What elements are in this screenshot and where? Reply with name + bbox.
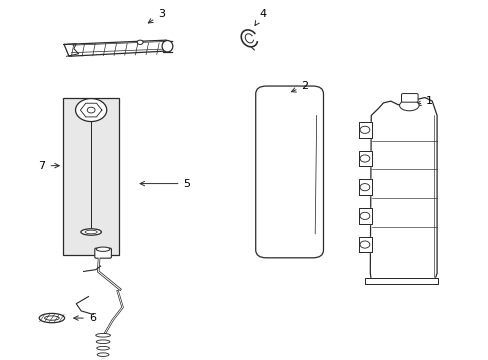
Circle shape	[359, 184, 369, 191]
Polygon shape	[358, 208, 371, 224]
Circle shape	[87, 107, 95, 113]
FancyBboxPatch shape	[401, 94, 417, 102]
Text: 2: 2	[291, 81, 308, 92]
Circle shape	[359, 241, 369, 248]
Text: 5: 5	[140, 179, 190, 189]
Text: 4: 4	[254, 9, 265, 26]
Ellipse shape	[96, 340, 110, 343]
Polygon shape	[358, 237, 371, 252]
Circle shape	[137, 40, 143, 44]
Circle shape	[359, 126, 369, 134]
Text: 7: 7	[39, 161, 59, 171]
Ellipse shape	[97, 346, 109, 350]
Polygon shape	[358, 150, 371, 166]
Polygon shape	[365, 278, 437, 284]
Circle shape	[75, 99, 106, 122]
Ellipse shape	[81, 229, 101, 235]
Polygon shape	[358, 122, 371, 138]
Text: 3: 3	[148, 9, 165, 23]
Ellipse shape	[85, 230, 97, 234]
Bar	[63, 98, 119, 255]
Circle shape	[359, 212, 369, 220]
Polygon shape	[358, 179, 371, 195]
Polygon shape	[369, 98, 436, 280]
Ellipse shape	[39, 314, 64, 323]
Text: 1: 1	[416, 96, 432, 106]
FancyBboxPatch shape	[255, 86, 323, 258]
Polygon shape	[64, 40, 168, 56]
FancyBboxPatch shape	[95, 248, 111, 258]
Ellipse shape	[96, 333, 110, 337]
Ellipse shape	[96, 247, 110, 251]
Circle shape	[359, 155, 369, 162]
Text: 6: 6	[74, 313, 96, 323]
Ellipse shape	[162, 41, 172, 52]
Polygon shape	[80, 103, 102, 117]
Ellipse shape	[44, 316, 59, 320]
Ellipse shape	[97, 353, 109, 356]
Ellipse shape	[399, 100, 418, 111]
Ellipse shape	[98, 359, 108, 360]
